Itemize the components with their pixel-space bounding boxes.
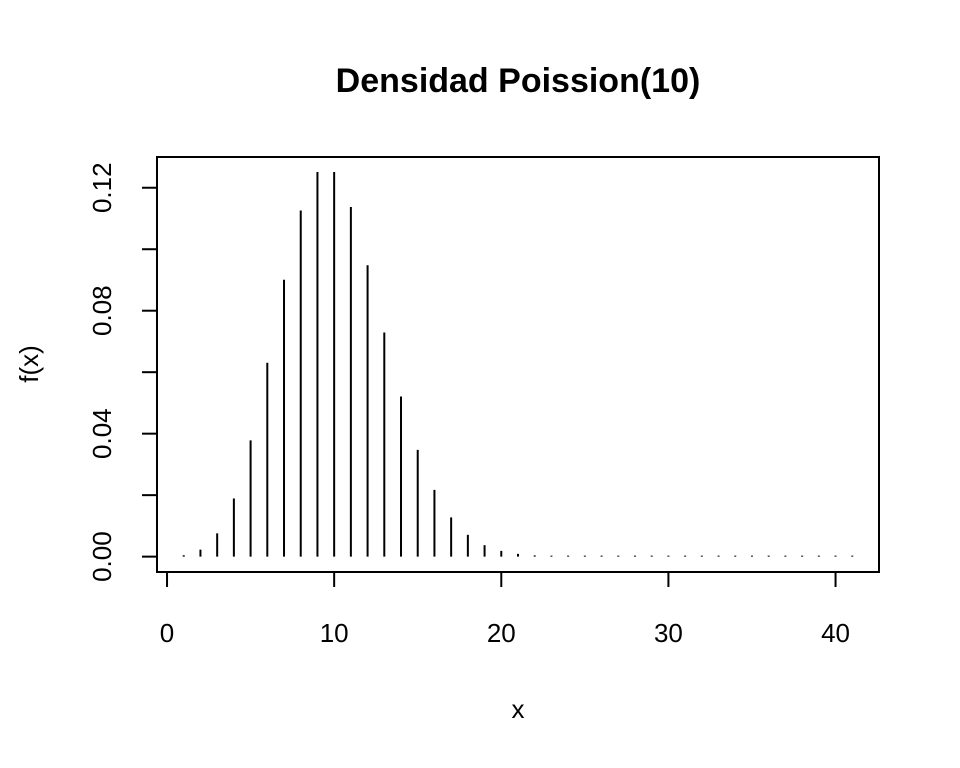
y-tick-label: 0.12 — [87, 162, 117, 213]
y-axis-label: f(x) — [14, 345, 44, 383]
y-tick-label: 0.08 — [87, 285, 117, 336]
x-tick-label: 30 — [654, 618, 683, 648]
x-tick-label: 40 — [821, 618, 850, 648]
x-axis: 0 10 20 30 40 — [160, 571, 850, 648]
y-tick-label: 0.00 — [87, 531, 117, 582]
x-tick-label: 10 — [320, 618, 349, 648]
y-tick-label: 0.04 — [87, 408, 117, 459]
data-series — [182, 172, 854, 557]
chart-title: Densidad Poission(10) — [336, 62, 701, 100]
x-tick-label: 20 — [487, 618, 516, 648]
plot-frame — [156, 156, 880, 573]
x-axis-label: x — [512, 694, 525, 724]
x-tick-label: 0 — [160, 618, 174, 648]
y-axis: 0.00 0.04 0.08 0.12 — [87, 162, 158, 582]
